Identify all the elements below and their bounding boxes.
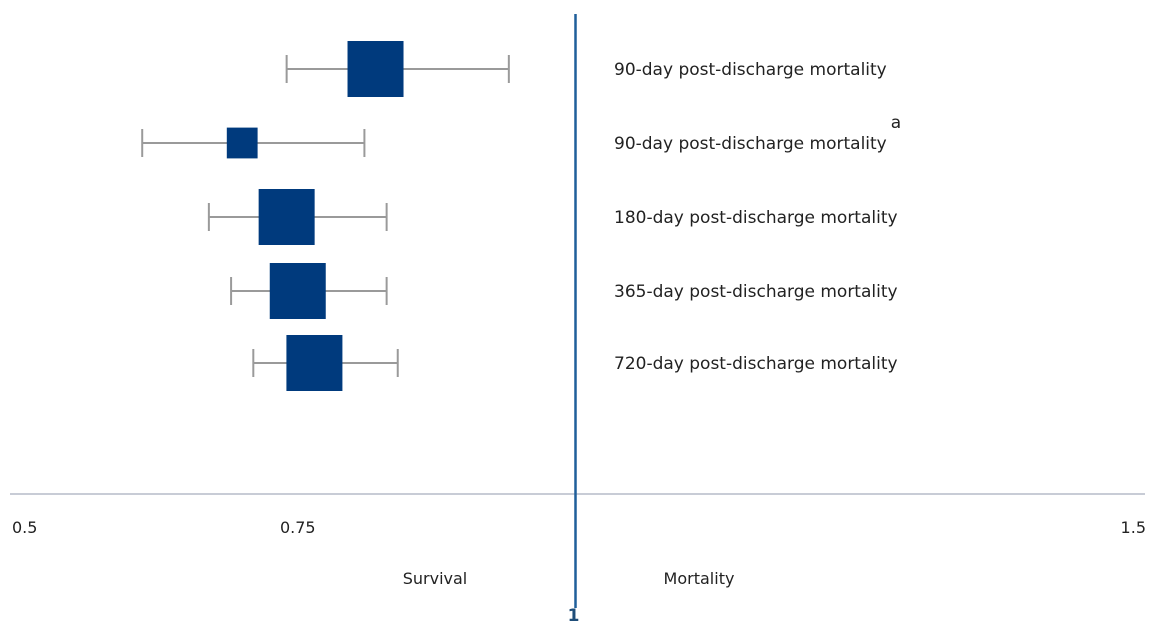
x-tick-label-2: 0.75 xyxy=(280,518,316,537)
estimate-marker-3 xyxy=(258,189,315,245)
x-tick-label-3: 1.5 xyxy=(1121,518,1146,537)
row-label-2: 90-day post-discharge mortality xyxy=(614,134,887,154)
estimate-marker-2 xyxy=(226,127,258,159)
estimate-marker-1 xyxy=(347,41,404,97)
row-label-4: 365-day post-discharge mortality xyxy=(614,282,898,302)
tick-labels-group: 0.5 0.75 1.5 xyxy=(12,518,1146,537)
reference-value-label: 1 xyxy=(568,606,580,623)
whiskers-group xyxy=(141,55,510,377)
estimate-marker-5 xyxy=(286,335,343,391)
row-label-3: 180-day post-discharge mortality xyxy=(614,208,898,228)
markers-group xyxy=(226,41,404,391)
row-superscript-2: a xyxy=(891,113,901,133)
x-tick-label-1: 0.5 xyxy=(12,518,37,537)
survival-label: Survival xyxy=(403,569,468,588)
estimate-marker-4 xyxy=(269,263,326,319)
mortality-label: Mortality xyxy=(664,569,735,588)
row-label-5: 720-day post-discharge mortality xyxy=(614,354,898,374)
row-label-1: 90-day post-discharge mortality xyxy=(614,60,887,80)
row-labels-group: 90-day post-discharge mortality 90-day po… xyxy=(614,60,901,374)
